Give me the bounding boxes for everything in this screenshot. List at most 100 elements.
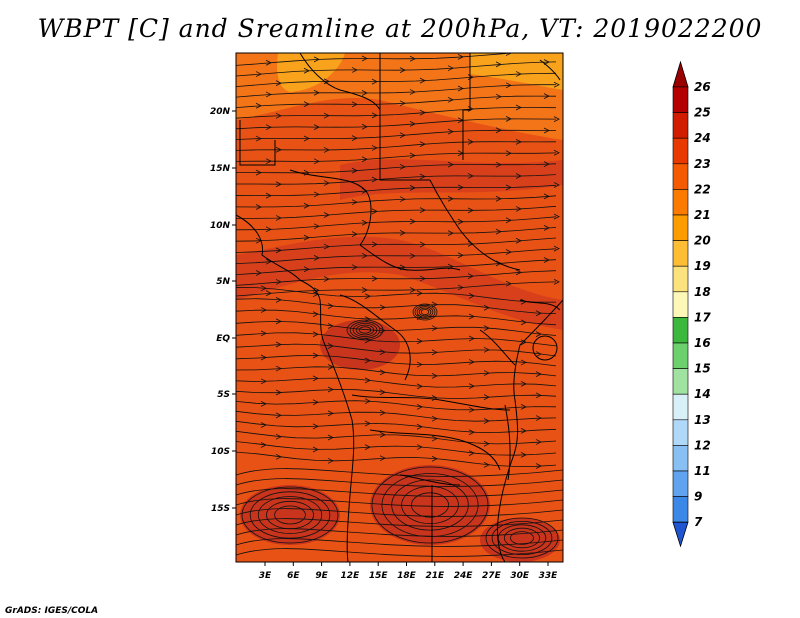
streamline-arrow bbox=[419, 109, 426, 116]
lon-tick-label: 12E bbox=[341, 571, 361, 581]
streamline-arrow bbox=[535, 392, 542, 399]
streamline-arrow bbox=[379, 304, 386, 311]
streamline-arrow bbox=[275, 433, 282, 440]
streamline-arrow bbox=[409, 218, 416, 225]
colorbar-label: 21 bbox=[694, 208, 711, 222]
streamline-arrow bbox=[364, 444, 371, 450]
streamline-loop bbox=[418, 307, 432, 317]
streamline-loop bbox=[416, 306, 434, 318]
streamline-arrow bbox=[260, 307, 267, 313]
streamline-arrow bbox=[303, 234, 310, 241]
streamline-arrow bbox=[505, 116, 512, 122]
streamline bbox=[236, 184, 557, 197]
lon-tick-label: 9E bbox=[315, 571, 328, 581]
streamline-arrow bbox=[364, 316, 371, 322]
streamline-arrow bbox=[483, 394, 490, 401]
streamline-loop bbox=[249, 491, 331, 539]
streamline-arrow bbox=[543, 127, 550, 134]
streamline-arrow bbox=[457, 284, 464, 291]
streamline-loop bbox=[485, 517, 559, 559]
colorbar-segment bbox=[672, 112, 689, 139]
border-14 bbox=[479, 329, 516, 366]
streamline-arrow bbox=[379, 431, 386, 438]
streamline-arrow bbox=[323, 147, 330, 153]
streamline-arrow bbox=[457, 252, 464, 259]
colorbar-segment bbox=[672, 393, 689, 421]
streamline-arrow bbox=[371, 78, 378, 85]
streamline bbox=[236, 95, 557, 108]
streamline-arrow bbox=[553, 116, 560, 122]
streamline-arrow bbox=[543, 161, 550, 167]
streamline-arrow bbox=[468, 335, 475, 342]
streamline-arrow bbox=[467, 173, 474, 179]
lat-tick-label: 10S bbox=[211, 447, 230, 457]
streamline-arrow bbox=[327, 457, 334, 464]
streamline-arrow bbox=[351, 67, 358, 73]
streamline-arrow bbox=[447, 96, 454, 103]
streamline-loop bbox=[355, 324, 375, 336]
streamline-arrow bbox=[520, 359, 527, 366]
lat-tick-label: 10N bbox=[210, 221, 231, 231]
streamline-arrow bbox=[379, 389, 386, 396]
colorbar-segment bbox=[672, 240, 689, 267]
streamline-arrow bbox=[515, 71, 522, 77]
streamline-arrow bbox=[468, 313, 475, 320]
indian-ocean-coastline bbox=[497, 299, 563, 562]
colorbar-segment bbox=[672, 445, 689, 472]
streamline-loop bbox=[414, 304, 436, 319]
streamline-arrow bbox=[361, 252, 368, 259]
streamline-arrow bbox=[416, 338, 423, 345]
lat-tick-label: 15S bbox=[211, 504, 230, 514]
streamline-arrow bbox=[553, 182, 560, 188]
streamline bbox=[236, 451, 557, 467]
streamline bbox=[236, 528, 563, 537]
streamline-arrow bbox=[364, 420, 371, 427]
streamline-loop bbox=[491, 521, 553, 556]
streamline-arrow bbox=[409, 184, 416, 191]
colorbar-label: 15 bbox=[694, 362, 711, 376]
streamline-arrow bbox=[371, 208, 378, 215]
lon-tick-label: 27E bbox=[482, 571, 502, 581]
streamline bbox=[236, 410, 557, 422]
streamline-arrow bbox=[535, 415, 542, 421]
streamline bbox=[236, 205, 557, 219]
streamline-arrow bbox=[447, 128, 454, 135]
streamline bbox=[236, 548, 563, 557]
streamline-arrow bbox=[275, 341, 282, 348]
lon-tick-label: 30E bbox=[510, 571, 530, 581]
streamline-arrow bbox=[495, 228, 502, 235]
streamline-arrow bbox=[327, 343, 334, 349]
border-3 bbox=[289, 169, 372, 246]
streamline-arrow bbox=[543, 257, 550, 263]
streamline bbox=[236, 216, 557, 231]
streamline-arrow bbox=[543, 193, 550, 200]
streamline-arrow bbox=[275, 181, 282, 188]
streamline-loop bbox=[352, 322, 378, 337]
streamline-arrow bbox=[313, 158, 320, 165]
streamline-arrow bbox=[364, 398, 371, 405]
streamline-loop bbox=[274, 505, 306, 525]
streamline bbox=[236, 163, 557, 174]
streamline bbox=[236, 508, 563, 517]
colorbar-label: 11 bbox=[694, 464, 711, 478]
streamline-arrow bbox=[327, 434, 334, 441]
streamline-arrow bbox=[419, 77, 426, 84]
streamline-arrow bbox=[553, 245, 560, 252]
streamline-arrow bbox=[275, 279, 282, 285]
streamline-loop bbox=[371, 466, 489, 544]
streamline-arrow bbox=[351, 135, 358, 142]
colorbar-segment bbox=[672, 291, 689, 318]
streamline bbox=[236, 195, 557, 208]
streamline-loop bbox=[410, 492, 449, 518]
streamline-arrow bbox=[351, 167, 358, 174]
streamline-arrow bbox=[457, 53, 464, 60]
colorbar-segment bbox=[672, 137, 689, 165]
streamline-arrow bbox=[371, 145, 378, 151]
streamline-arrow bbox=[399, 163, 406, 170]
streamline-loop bbox=[349, 321, 381, 339]
streamline-arrow bbox=[515, 269, 522, 276]
border-12 bbox=[299, 53, 381, 111]
colorbar-label: 20 bbox=[694, 234, 711, 248]
streamline-arrow bbox=[265, 124, 272, 131]
